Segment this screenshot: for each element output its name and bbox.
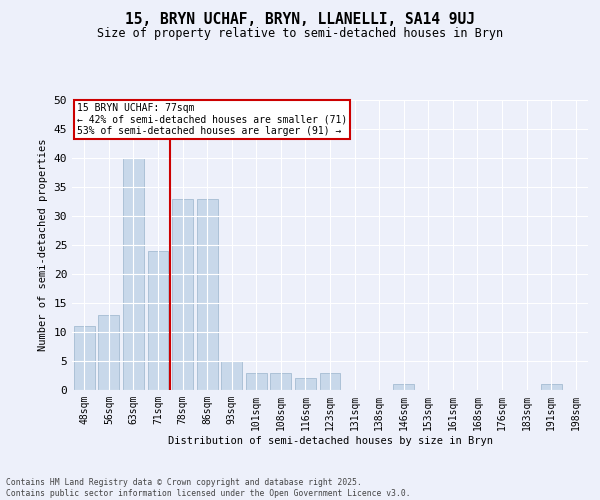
Text: Size of property relative to semi-detached houses in Bryn: Size of property relative to semi-detach… [97, 28, 503, 40]
Bar [541, 384, 562, 390]
Bar [172, 198, 193, 390]
Text: 15, BRYN UCHAF, BRYN, LLANELLI, SA14 9UJ: 15, BRYN UCHAF, BRYN, LLANELLI, SA14 9UJ [125, 12, 475, 28]
Y-axis label: Number of semi-detached properties: Number of semi-detached properties [38, 138, 48, 352]
Bar [98, 314, 119, 390]
Bar [221, 361, 242, 390]
Bar [246, 372, 267, 390]
Bar [148, 251, 169, 390]
Bar [271, 372, 292, 390]
Text: Contains HM Land Registry data © Crown copyright and database right 2025.
Contai: Contains HM Land Registry data © Crown c… [6, 478, 410, 498]
Bar [74, 326, 95, 390]
Bar [320, 372, 340, 390]
Bar [393, 384, 414, 390]
Bar [197, 198, 218, 390]
Text: 15 BRYN UCHAF: 77sqm
← 42% of semi-detached houses are smaller (71)
53% of semi-: 15 BRYN UCHAF: 77sqm ← 42% of semi-detac… [77, 103, 347, 136]
X-axis label: Distribution of semi-detached houses by size in Bryn: Distribution of semi-detached houses by … [167, 436, 493, 446]
Bar [123, 158, 144, 390]
Bar [295, 378, 316, 390]
